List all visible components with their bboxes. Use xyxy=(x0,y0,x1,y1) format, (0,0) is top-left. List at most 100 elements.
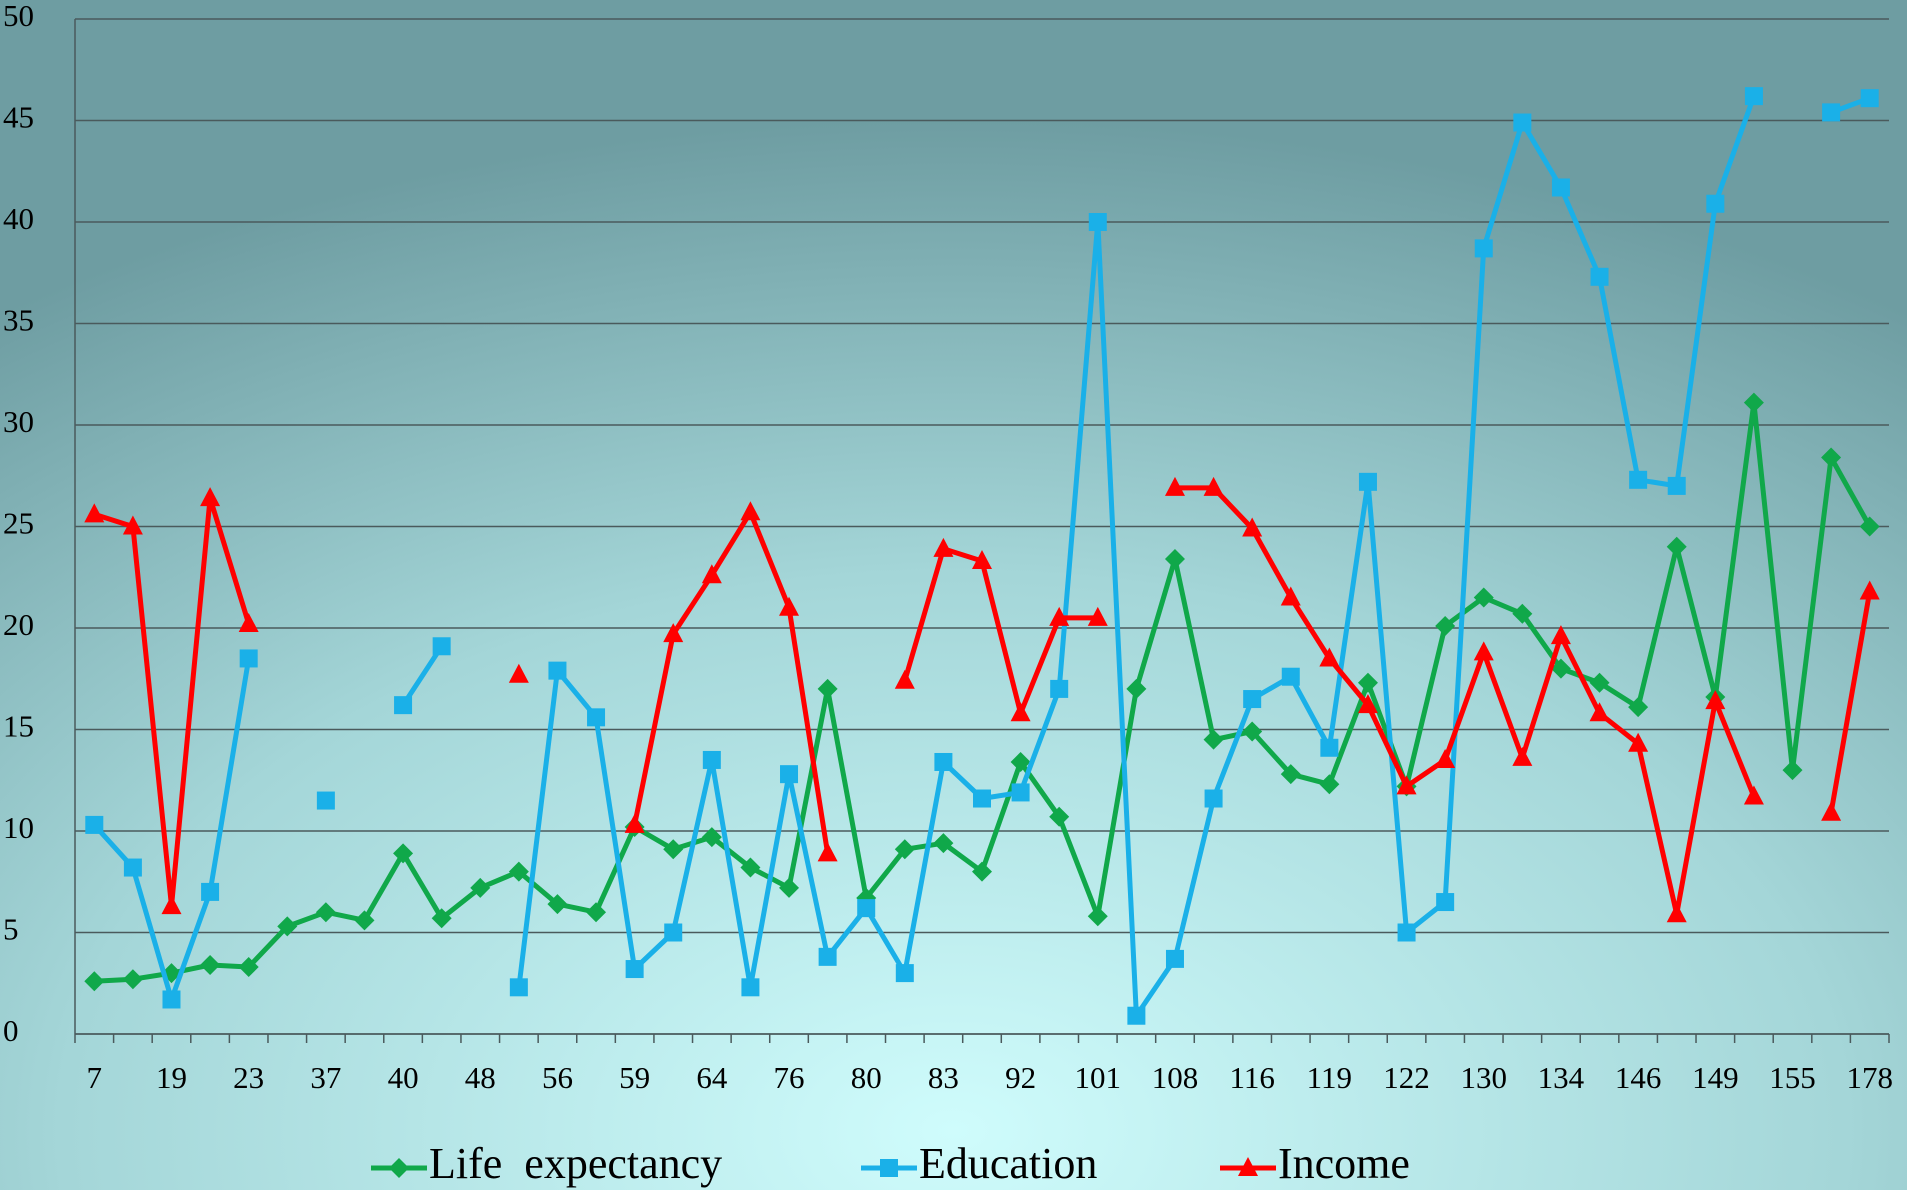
marker xyxy=(933,537,954,557)
marker xyxy=(1512,746,1533,766)
x-tick-label: 83 xyxy=(928,1060,959,1095)
x-tick-label: 116 xyxy=(1229,1060,1274,1095)
marker xyxy=(625,960,644,979)
marker xyxy=(1628,697,1649,718)
y-tick-label: 35 xyxy=(3,303,34,338)
marker xyxy=(161,895,182,915)
marker xyxy=(1049,606,1070,626)
marker xyxy=(389,1158,409,1178)
marker xyxy=(817,678,838,699)
marker xyxy=(1435,748,1456,768)
legend: Life expectancy Education Income xyxy=(371,1139,1410,1188)
marker xyxy=(740,857,761,878)
marker xyxy=(741,978,760,997)
legend-label: Income xyxy=(1278,1139,1410,1188)
marker xyxy=(316,791,335,810)
marker xyxy=(1087,606,1108,626)
marker xyxy=(1859,580,1880,600)
marker xyxy=(933,833,954,854)
marker xyxy=(315,902,336,923)
x-tick-label: 155 xyxy=(1769,1060,1816,1095)
marker xyxy=(1164,548,1185,569)
marker xyxy=(1280,764,1301,785)
marker xyxy=(1126,678,1147,699)
marker xyxy=(431,908,452,929)
x-tick-label: 149 xyxy=(1692,1060,1739,1095)
marker xyxy=(894,839,915,860)
x-tick-label: 7 xyxy=(87,1060,103,1095)
y-tick-label: 40 xyxy=(3,201,34,236)
marker xyxy=(1860,89,1879,108)
marker xyxy=(239,649,258,668)
x-tick-label: 59 xyxy=(619,1060,650,1095)
marker xyxy=(972,861,992,882)
x-tick-label: 101 xyxy=(1075,1060,1122,1095)
marker xyxy=(1319,774,1340,795)
marker xyxy=(1049,806,1070,827)
marker xyxy=(586,902,607,923)
x-tick-label: 122 xyxy=(1383,1060,1430,1095)
marker xyxy=(818,947,837,966)
marker xyxy=(470,877,491,898)
y-tick-label: 20 xyxy=(3,607,34,642)
marker xyxy=(84,503,105,523)
x-tick-label: 130 xyxy=(1460,1060,1507,1095)
marker xyxy=(1512,603,1533,624)
marker xyxy=(1706,194,1725,213)
marker xyxy=(1589,672,1610,693)
marker xyxy=(1319,647,1340,667)
marker xyxy=(664,923,683,942)
marker xyxy=(1629,470,1648,489)
marker xyxy=(1280,586,1301,606)
marker xyxy=(1242,517,1263,537)
marker xyxy=(1358,472,1377,491)
marker xyxy=(1010,751,1031,772)
marker xyxy=(1551,178,1570,197)
marker xyxy=(1705,690,1726,710)
marker xyxy=(1281,667,1300,686)
marker xyxy=(1589,702,1610,722)
marker xyxy=(200,487,221,507)
x-tick-label: 146 xyxy=(1615,1060,1662,1095)
marker xyxy=(895,964,914,983)
x-tick-label: 119 xyxy=(1307,1060,1352,1095)
marker xyxy=(663,623,684,643)
y-tick-label: 0 xyxy=(3,1013,19,1048)
marker xyxy=(780,765,799,784)
marker xyxy=(84,971,105,992)
marker xyxy=(393,843,414,864)
marker xyxy=(1204,789,1223,808)
marker xyxy=(238,612,259,632)
marker xyxy=(1744,87,1763,106)
marker xyxy=(1821,447,1842,468)
y-tick-label: 10 xyxy=(3,810,34,845)
marker xyxy=(1666,903,1687,923)
marker xyxy=(1238,1157,1258,1176)
x-tick-label: 56 xyxy=(542,1060,573,1095)
marker xyxy=(934,752,953,771)
marker xyxy=(857,899,876,918)
marker xyxy=(162,990,181,1009)
y-tick-label: 30 xyxy=(3,404,34,439)
x-tick-label: 92 xyxy=(1005,1060,1036,1095)
marker xyxy=(1087,906,1108,927)
y-tick-label: 15 xyxy=(3,709,34,744)
marker xyxy=(354,910,375,931)
y-tick-label: 50 xyxy=(3,0,34,33)
marker xyxy=(1357,694,1378,714)
marker xyxy=(1397,923,1416,942)
marker xyxy=(973,789,991,808)
marker xyxy=(779,596,800,616)
marker xyxy=(701,564,722,584)
marker xyxy=(509,978,528,997)
marker xyxy=(277,916,298,937)
marker xyxy=(880,1159,898,1177)
marker xyxy=(702,750,721,769)
x-tick-label: 80 xyxy=(851,1060,882,1095)
y-tick-label: 5 xyxy=(3,912,19,947)
marker xyxy=(1550,658,1571,679)
x-tick-label: 108 xyxy=(1152,1060,1199,1095)
marker xyxy=(1436,893,1455,912)
